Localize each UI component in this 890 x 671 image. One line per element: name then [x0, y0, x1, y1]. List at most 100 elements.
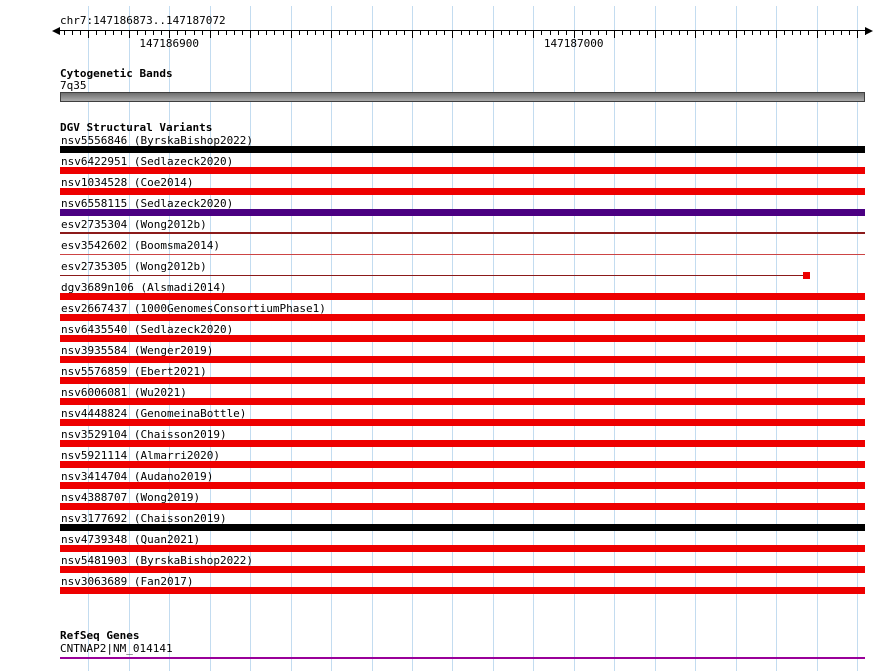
- variant-label[interactable]: nsv3177692 (Chaisson2019): [61, 512, 227, 525]
- variant-label[interactable]: nsv5576859 (Ebert2021): [61, 365, 207, 378]
- ruler-tick: [250, 31, 252, 38]
- ruler-tick: [322, 31, 324, 35]
- ruler-tick: [144, 31, 146, 35]
- ruler-tick: [808, 31, 810, 35]
- variant-label[interactable]: nsv1034528 (Coe2014): [61, 176, 194, 189]
- ruler-tick: [452, 31, 454, 38]
- ruler-tick: [581, 31, 583, 35]
- ruler-tick: [767, 31, 769, 35]
- variant-bar[interactable]: [60, 524, 865, 531]
- ruler-tick: [379, 31, 381, 35]
- variant-label[interactable]: nsv6558115 (Sedlazeck2020): [61, 197, 234, 210]
- ruler-line: [60, 30, 865, 31]
- ruler-tick: [557, 31, 559, 35]
- variant-bar[interactable]: [60, 503, 865, 510]
- ruler-tick: [444, 31, 446, 35]
- ruler-tick: [573, 31, 575, 38]
- gene-intron-line[interactable]: [60, 657, 865, 659]
- variant-label[interactable]: nsv6006081 (Wu2021): [61, 386, 187, 399]
- ruler-tick: [72, 31, 74, 35]
- ruler-tick: [331, 31, 332, 38]
- ruler-tick: [428, 31, 430, 35]
- variant-bar[interactable]: [60, 419, 865, 426]
- ruler-tick: [193, 31, 195, 35]
- ruler-tick: [727, 31, 729, 35]
- ruler-tick: [88, 31, 90, 38]
- cytoband-bar[interactable]: [60, 92, 865, 102]
- ruler-tick: [484, 31, 486, 35]
- ruler-tick: [662, 31, 664, 35]
- variant-bar[interactable]: [60, 461, 865, 468]
- variant-label[interactable]: nsv4739348 (Quan2021): [61, 533, 201, 546]
- variant-bar[interactable]: [60, 275, 805, 276]
- ruler-tick: [614, 31, 616, 38]
- ruler-tick: [800, 31, 802, 35]
- variant-label[interactable]: nsv5481903 (ByrskaBishop2022): [61, 554, 254, 567]
- variant-bar[interactable]: [60, 293, 865, 300]
- variant-label[interactable]: nsv3414704 (Audano2019): [61, 470, 214, 483]
- variant-label[interactable]: nsv4448824 (GenomeinaBottle): [61, 407, 247, 420]
- ruler-tick: [719, 31, 721, 35]
- ruler-tick: [347, 31, 349, 35]
- variant-bar[interactable]: [60, 566, 865, 573]
- ruler-tick: [420, 31, 421, 35]
- variant-bar[interactable]: [60, 377, 865, 384]
- variant-bar[interactable]: [60, 167, 865, 174]
- variant-bar[interactable]: [60, 398, 865, 405]
- variant-bar[interactable]: [60, 314, 865, 321]
- variant-bar[interactable]: [60, 335, 865, 342]
- ruler-tick: [792, 31, 794, 35]
- variant-label[interactable]: dgv3689n106 (Alsmadi2014): [61, 281, 227, 294]
- variant-bar[interactable]: [60, 146, 865, 153]
- variant-label[interactable]: nsv6435540 (Sedlazeck2020): [61, 323, 234, 336]
- ruler-tick: [848, 31, 850, 35]
- variant-bar[interactable]: [60, 232, 865, 234]
- ruler-tick: [266, 31, 268, 35]
- variant-bar[interactable]: [60, 356, 865, 363]
- ruler-tick: [735, 31, 737, 38]
- ruler-tick: [832, 31, 834, 35]
- variant-label[interactable]: nsv5556846 (ByrskaBishop2022): [61, 134, 254, 147]
- variant-label[interactable]: esv2735305 (Wong2012b): [61, 260, 207, 273]
- variant-label[interactable]: nsv3529104 (Chaisson2019): [61, 428, 227, 441]
- ruler-tick: [654, 31, 656, 38]
- ruler-tick: [112, 31, 114, 35]
- ruler-tick: [695, 31, 697, 38]
- variant-label[interactable]: esv2735304 (Wong2012b): [61, 218, 207, 231]
- ruler-tick: [751, 31, 753, 35]
- ruler-tick: [856, 31, 858, 38]
- gene-label[interactable]: CNTNAP2|NM_014141: [60, 642, 173, 655]
- ruler-left-arrow-icon: [52, 27, 60, 35]
- ruler-tick: [840, 31, 842, 35]
- ruler-tick: [759, 31, 761, 35]
- variant-bar[interactable]: [60, 254, 865, 255]
- variant-label[interactable]: nsv5921114 (Almarri2020): [61, 449, 220, 462]
- ruler-tick: [209, 31, 211, 38]
- variant-label[interactable]: esv2667437 (1000GenomesConsortiumPhase1): [61, 302, 326, 315]
- ruler-tick: [225, 31, 227, 35]
- ruler-tick: [363, 31, 365, 35]
- ruler-tick: [460, 31, 462, 35]
- variant-bar[interactable]: [60, 545, 865, 552]
- ruler-tick: [670, 31, 672, 35]
- ruler-tick: [96, 31, 98, 35]
- variant-label[interactable]: nsv6422951 (Sedlazeck2020): [61, 155, 234, 168]
- variant-endpoint-marker[interactable]: [802, 272, 810, 279]
- ruler-tick: [525, 31, 527, 35]
- variant-bar[interactable]: [60, 482, 865, 489]
- variant-label[interactable]: nsv3935584 (Wenger2019): [61, 344, 214, 357]
- variant-bar[interactable]: [60, 188, 865, 195]
- ruler-tick: [387, 31, 389, 35]
- ruler-tick: [411, 31, 413, 38]
- variant-bar[interactable]: [60, 440, 865, 447]
- variant-bar[interactable]: [60, 209, 865, 216]
- variant-bar[interactable]: [60, 587, 865, 594]
- ruler-tick: [64, 31, 65, 35]
- variant-label[interactable]: nsv4388707 (Wong2019): [61, 491, 201, 504]
- ruler-tick: [638, 31, 640, 35]
- ruler-coordinate-label: 147186900: [139, 37, 199, 50]
- variant-label[interactable]: esv3542602 (Boomsma2014): [61, 239, 220, 252]
- ruler-tick: [403, 31, 405, 35]
- variant-label[interactable]: nsv3063689 (Fan2017): [61, 575, 194, 588]
- ruler-tick: [169, 31, 171, 38]
